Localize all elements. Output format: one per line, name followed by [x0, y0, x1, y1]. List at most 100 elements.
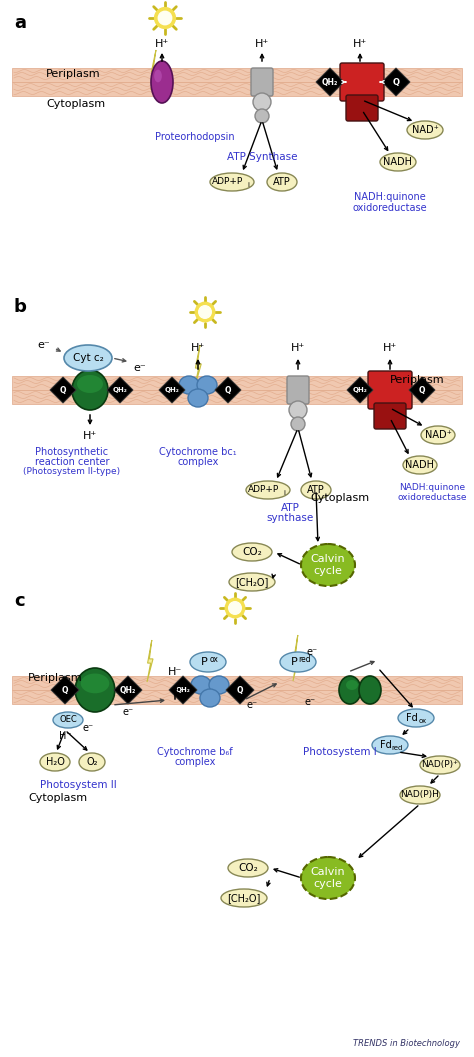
Circle shape — [291, 418, 305, 431]
Text: synthase: synthase — [266, 513, 314, 523]
Text: QH₂: QH₂ — [164, 387, 180, 393]
Text: reaction center: reaction center — [35, 457, 109, 467]
Polygon shape — [382, 68, 410, 96]
Ellipse shape — [81, 673, 109, 693]
FancyBboxPatch shape — [251, 68, 273, 96]
Circle shape — [255, 109, 269, 123]
Ellipse shape — [267, 173, 297, 191]
Text: QH₂: QH₂ — [322, 77, 338, 87]
Polygon shape — [159, 377, 185, 403]
Text: e⁻: e⁻ — [246, 700, 257, 710]
Circle shape — [289, 401, 307, 419]
Text: Calvin
cycle: Calvin cycle — [310, 554, 346, 576]
Text: NAD(P)⁺: NAD(P)⁺ — [421, 760, 458, 769]
Polygon shape — [147, 639, 153, 682]
Text: QH₂: QH₂ — [175, 687, 191, 693]
Ellipse shape — [151, 61, 173, 103]
Text: Cytochrome b₆f: Cytochrome b₆f — [157, 747, 233, 757]
Text: Q: Q — [225, 386, 231, 394]
Text: QH₂: QH₂ — [112, 387, 128, 393]
Text: oxidoreductase: oxidoreductase — [353, 203, 428, 214]
FancyBboxPatch shape — [12, 676, 462, 690]
Ellipse shape — [398, 709, 434, 727]
FancyBboxPatch shape — [340, 63, 384, 101]
Text: Q: Q — [60, 386, 66, 394]
Text: Cytoplasm: Cytoplasm — [28, 793, 87, 803]
Text: Periplasm: Periplasm — [28, 673, 82, 683]
Text: ox: ox — [419, 718, 427, 724]
Ellipse shape — [190, 652, 226, 672]
Circle shape — [195, 302, 215, 321]
Text: Q: Q — [392, 77, 400, 87]
FancyBboxPatch shape — [346, 95, 378, 120]
Circle shape — [199, 305, 211, 318]
Text: QH₂: QH₂ — [120, 686, 136, 694]
Polygon shape — [226, 676, 254, 704]
FancyBboxPatch shape — [12, 68, 462, 82]
Ellipse shape — [421, 426, 455, 444]
Text: O₂: O₂ — [86, 757, 98, 767]
Text: red: red — [392, 745, 403, 752]
Text: NADH:quinone: NADH:quinone — [399, 483, 465, 493]
Text: Q: Q — [62, 686, 68, 694]
Ellipse shape — [209, 676, 229, 694]
Text: oxidoreductase: oxidoreductase — [397, 494, 467, 502]
Text: NADH: NADH — [383, 157, 412, 167]
Ellipse shape — [301, 481, 331, 499]
Ellipse shape — [53, 712, 83, 728]
Circle shape — [155, 7, 175, 29]
Ellipse shape — [407, 120, 443, 140]
Text: CO₂: CO₂ — [238, 863, 258, 873]
Text: P: P — [201, 657, 207, 667]
Text: [CH₂O]: [CH₂O] — [228, 893, 261, 903]
FancyBboxPatch shape — [287, 376, 309, 404]
Text: complex: complex — [174, 757, 216, 767]
Text: H⁺: H⁺ — [291, 344, 305, 353]
Text: Proteorhodopsin: Proteorhodopsin — [155, 132, 235, 142]
FancyBboxPatch shape — [12, 690, 462, 704]
Ellipse shape — [154, 70, 162, 82]
Ellipse shape — [232, 543, 272, 561]
Ellipse shape — [40, 753, 70, 771]
Text: ATP: ATP — [281, 503, 300, 513]
Text: ADP+P: ADP+P — [248, 485, 280, 495]
Text: QH₂: QH₂ — [353, 387, 367, 393]
Text: Photosynthetic: Photosynthetic — [36, 447, 109, 457]
Text: Fd: Fd — [406, 713, 418, 723]
Text: H₂O: H₂O — [46, 757, 64, 767]
Text: H⁺: H⁺ — [83, 431, 97, 441]
Ellipse shape — [246, 481, 290, 499]
Circle shape — [253, 93, 271, 111]
Ellipse shape — [280, 652, 316, 672]
FancyBboxPatch shape — [374, 403, 406, 429]
Text: e⁻: e⁻ — [304, 697, 316, 707]
Ellipse shape — [403, 456, 437, 474]
Text: Q: Q — [419, 386, 425, 394]
Text: Periplasm: Periplasm — [46, 69, 100, 79]
Ellipse shape — [79, 753, 105, 771]
Text: H⁻: H⁻ — [59, 731, 71, 741]
Text: e⁻: e⁻ — [37, 340, 50, 350]
Ellipse shape — [200, 689, 220, 707]
FancyBboxPatch shape — [12, 376, 462, 390]
Text: i: i — [247, 182, 249, 188]
Text: Cytoplasm: Cytoplasm — [46, 99, 105, 109]
Text: ATP: ATP — [307, 485, 325, 495]
Text: NAD(P)H: NAD(P)H — [401, 791, 439, 799]
Text: red: red — [299, 654, 311, 664]
Text: OEC: OEC — [59, 716, 77, 724]
Polygon shape — [51, 676, 79, 704]
Text: NAD⁺: NAD⁺ — [411, 125, 438, 135]
Text: NADH: NADH — [405, 460, 435, 470]
Text: H⁻: H⁻ — [168, 667, 182, 676]
Text: CO₂: CO₂ — [242, 548, 262, 557]
Text: (Photosystem II-type): (Photosystem II-type) — [23, 467, 120, 477]
Circle shape — [225, 598, 245, 617]
Text: H⁺: H⁺ — [255, 39, 269, 49]
Text: Cytochrome bc₁: Cytochrome bc₁ — [159, 447, 237, 457]
Text: NADH:quinone: NADH:quinone — [354, 192, 426, 202]
Text: H⁺: H⁺ — [155, 39, 169, 49]
Text: e⁻: e⁻ — [134, 363, 146, 373]
Ellipse shape — [372, 736, 408, 754]
Text: Cytoplasm: Cytoplasm — [310, 493, 369, 503]
